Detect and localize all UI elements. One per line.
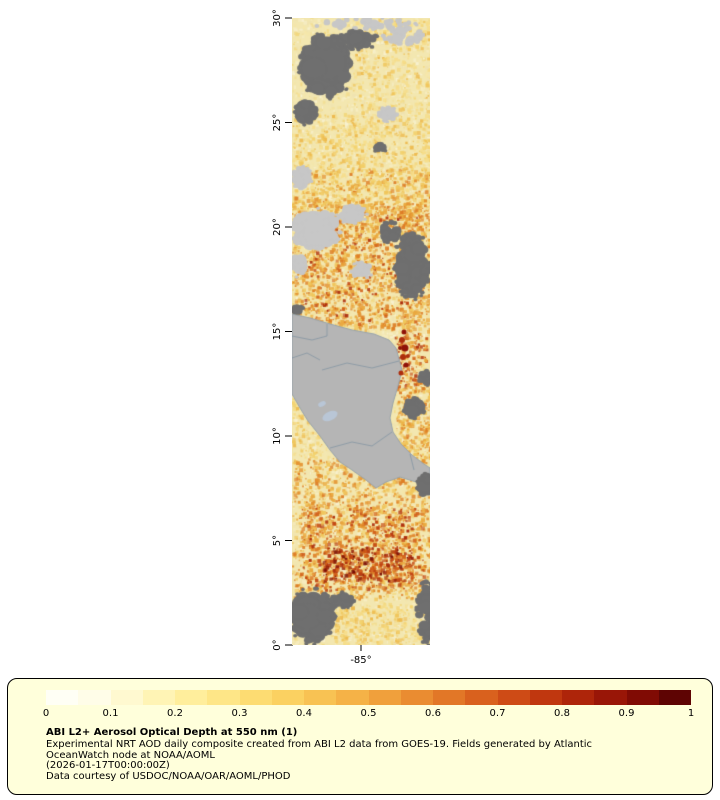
colorbar-segment xyxy=(336,690,369,705)
legend-credit: Data courtesy of USDOC/NOAA/OAR/AOML/PHO… xyxy=(46,771,291,783)
colorbar-segment xyxy=(465,690,498,705)
colorbar-segment xyxy=(626,690,659,705)
colorbar-tick-label: 0.6 xyxy=(425,708,441,719)
colorbar-tick-label: 0.3 xyxy=(231,708,248,719)
colorbar-segment xyxy=(400,690,433,705)
colorbar-segment xyxy=(46,690,79,705)
legend-text-block: ABI L2+ Aerosol Optical Depth at 550 nm … xyxy=(46,727,646,783)
colorbar-segment xyxy=(433,690,466,705)
lon-tick-label: -85° xyxy=(350,655,371,666)
colorbar-tick-label: 0.2 xyxy=(167,708,183,719)
colorbar-segment xyxy=(110,690,143,705)
colorbar-tick-label: 0 xyxy=(42,708,50,719)
aod-colorbar xyxy=(46,690,691,705)
colorbar-segment xyxy=(78,690,111,705)
colorbar-segment xyxy=(175,690,208,705)
lat-tick-label: 0° xyxy=(272,639,283,650)
legend-timestamp: (2026-01-17T00:00:00Z) xyxy=(46,760,170,772)
colorbar-segment xyxy=(658,690,691,705)
colorbar-tick-label: 1 xyxy=(687,708,695,719)
colorbar-segment xyxy=(368,690,401,705)
colorbar-tick-labels: 0 0.1 0.2 0.3 0.4 0.5 0.6 0.7 0.8 0.9 1 xyxy=(42,708,695,720)
aod-map-canvas xyxy=(292,18,430,645)
colorbar-segment xyxy=(594,690,627,705)
colorbar-segment xyxy=(562,690,595,705)
colorbar-tick-label: 0.9 xyxy=(618,708,635,719)
colorbar-segment xyxy=(239,690,272,705)
colorbar-segment xyxy=(271,690,304,705)
lat-tick-label: 15° xyxy=(272,323,283,341)
lat-tick-label: 30° xyxy=(272,9,283,27)
lat-tick-label: 10° xyxy=(272,427,283,445)
colorbar-segment xyxy=(142,690,175,705)
lat-tick-label: 25° xyxy=(272,114,283,132)
colorbar-segment xyxy=(207,690,240,705)
legend-description: Experimental NRT AOD daily composite cre… xyxy=(46,738,593,761)
colorbar-segment xyxy=(304,690,337,705)
lat-tick-label: 20° xyxy=(272,218,283,236)
lat-tick-label: 5° xyxy=(272,535,283,546)
colorbar-tick-label: 0.4 xyxy=(296,708,312,719)
colorbar-tick-label: 0.5 xyxy=(360,708,377,719)
legend-title: ABI L2+ Aerosol Optical Depth at 550 nm … xyxy=(46,727,298,738)
colorbar-tick-label: 0.1 xyxy=(102,708,119,719)
colorbar-segment xyxy=(497,690,530,705)
colorbar-tick-label: 0.8 xyxy=(554,708,570,719)
colorbar-tick-label: 0.7 xyxy=(489,708,506,719)
legend-panel: 0 0.1 0.2 0.3 0.4 0.5 0.6 0.7 0.8 0.9 1 ABI L2+ Ae… xyxy=(7,678,713,795)
colorbar-segment xyxy=(529,690,562,705)
